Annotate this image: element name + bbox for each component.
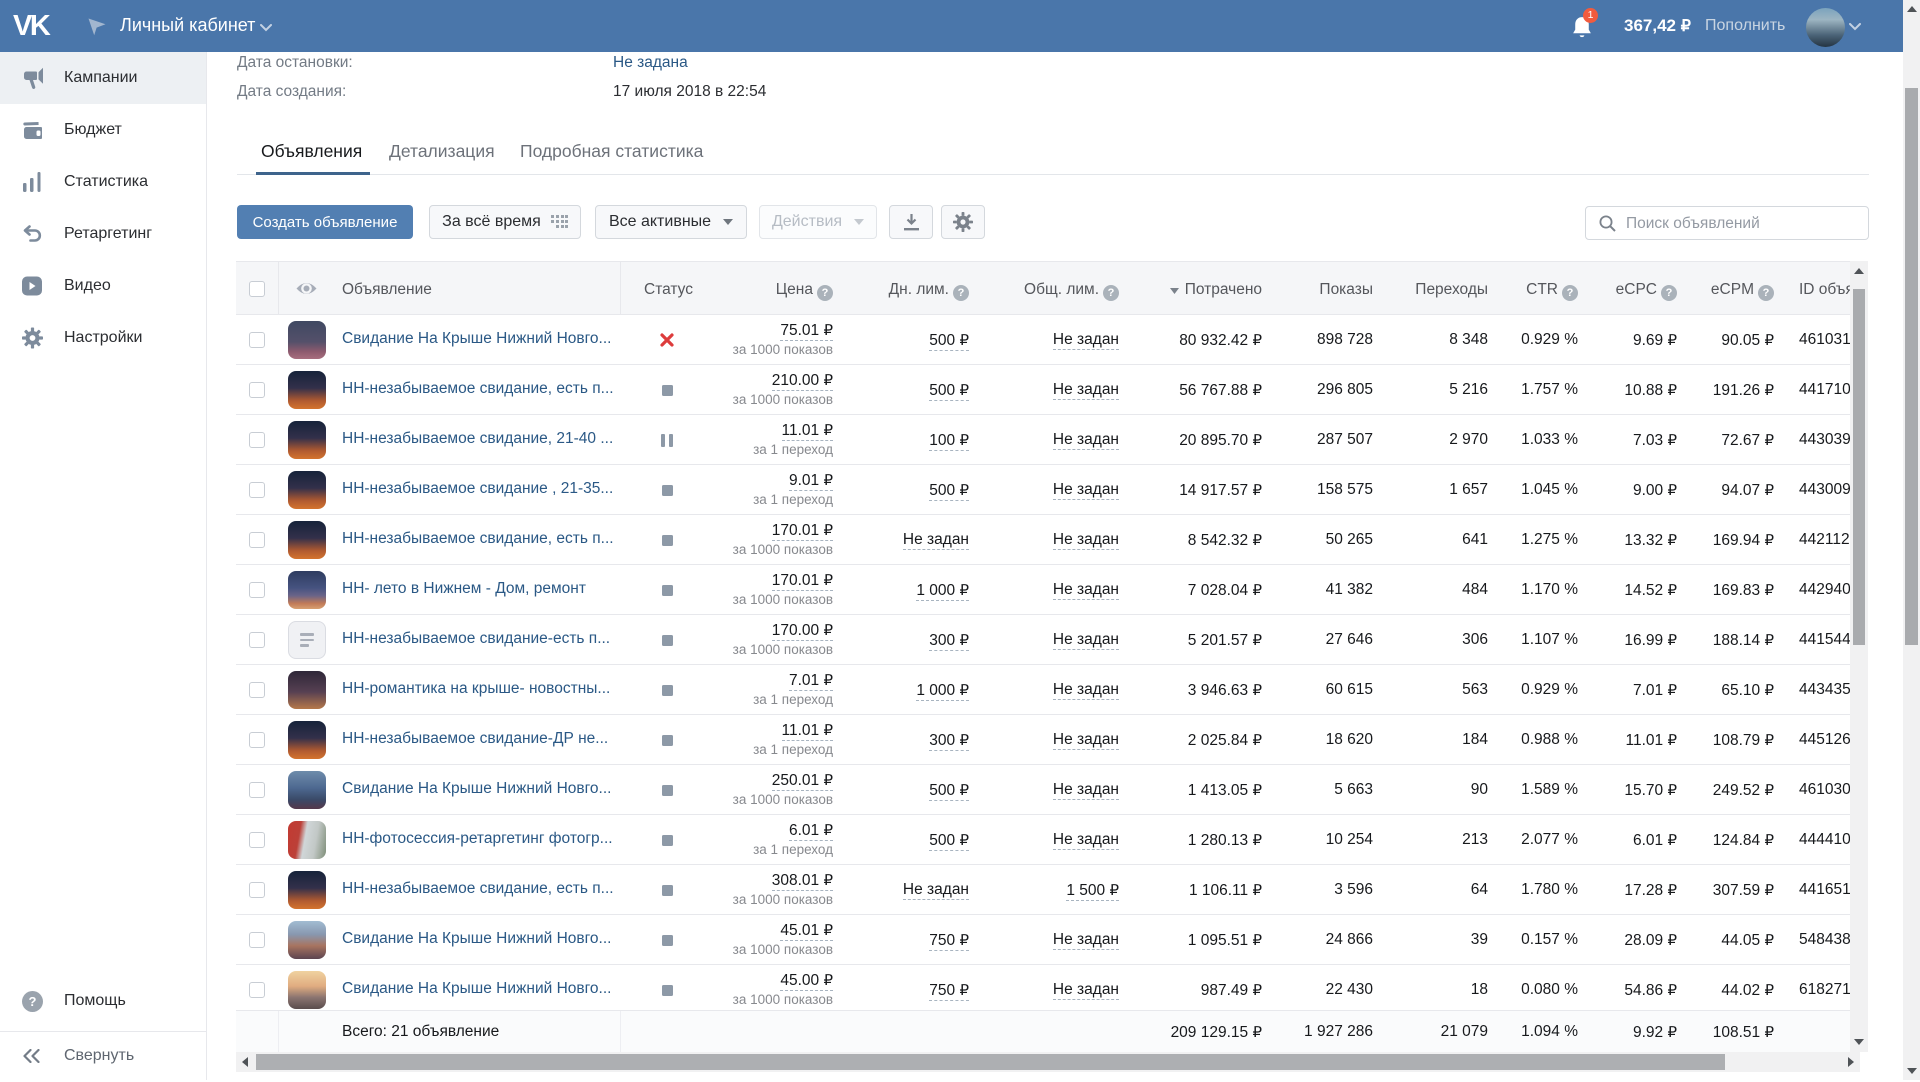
svg-text:VK: VK	[13, 12, 51, 38]
